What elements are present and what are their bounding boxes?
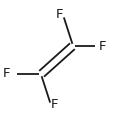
Text: F: F <box>51 99 58 111</box>
Text: F: F <box>55 9 62 21</box>
Text: F: F <box>98 40 105 53</box>
Text: F: F <box>3 67 11 80</box>
